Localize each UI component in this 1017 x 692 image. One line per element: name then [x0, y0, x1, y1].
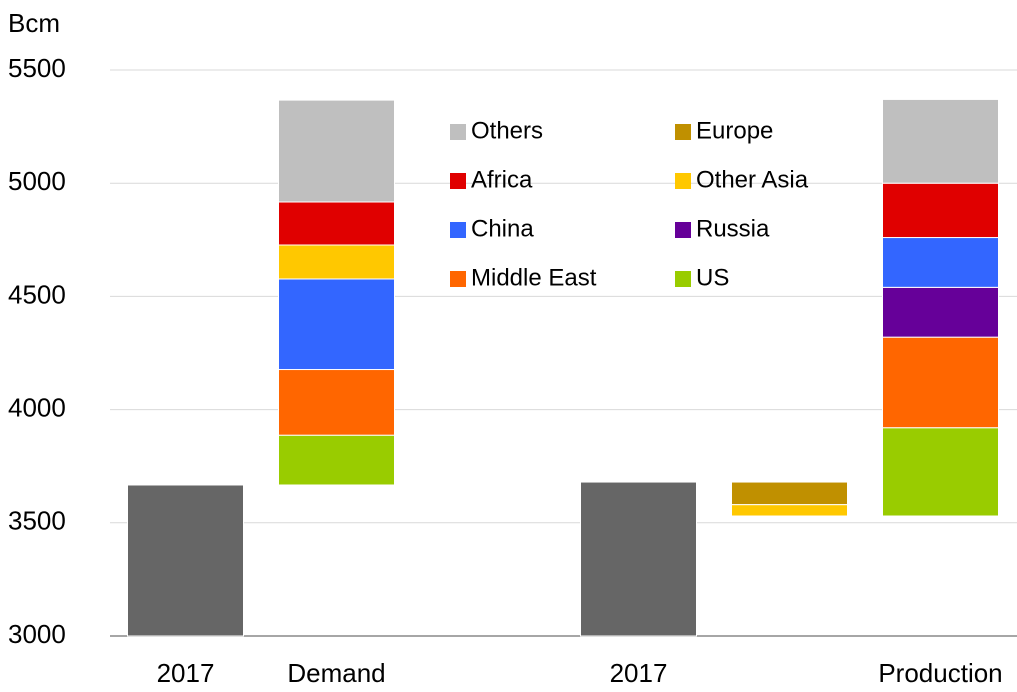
legend-swatch [675, 173, 691, 189]
y-tick-label: 4500 [8, 279, 66, 309]
legend-label: Russia [696, 215, 770, 242]
bar-segment [882, 98, 999, 184]
y-tick-label: 5000 [8, 166, 66, 196]
bar-segment [278, 99, 395, 203]
bar-segment [731, 481, 848, 506]
y-tick-label: 3500 [8, 506, 66, 536]
bar-segment [882, 336, 999, 429]
legend-label: Others [471, 117, 543, 144]
bar-segment [278, 434, 395, 486]
bar-segment [278, 278, 395, 371]
bar-segment [882, 427, 999, 517]
legend-label: Middle East [471, 264, 597, 291]
total-bar [127, 484, 244, 637]
bar-segment [278, 369, 395, 436]
bar-segment [731, 504, 848, 517]
x-tick-label: Production [878, 658, 1002, 688]
bar-segment [278, 201, 395, 246]
legend-swatch [675, 124, 691, 140]
legend-label: China [471, 215, 534, 242]
bar-segment [882, 237, 999, 288]
bar-segment [882, 182, 999, 239]
legend-swatch [450, 173, 466, 189]
legend-label: Africa [471, 166, 533, 193]
y-tick-label: 3000 [8, 619, 66, 649]
x-tick-label: 2017 [157, 658, 215, 688]
y-tick-label: 4000 [8, 392, 66, 422]
bar-segment [882, 286, 999, 338]
y-axis-label: Bcm [8, 8, 60, 38]
bar-segment [278, 244, 395, 280]
legend-swatch [675, 271, 691, 287]
legend-swatch [675, 222, 691, 238]
legend-label: US [696, 264, 729, 291]
legend-label: Europe [696, 117, 773, 144]
y-tick-label: 5500 [8, 53, 66, 83]
legend-swatch [450, 124, 466, 140]
legend-swatch [450, 271, 466, 287]
total-bar [580, 481, 697, 637]
legend-swatch [450, 222, 466, 238]
x-tick-label: Demand [287, 658, 385, 688]
x-tick-label: 2017 [610, 658, 668, 688]
legend-label: Other Asia [696, 166, 809, 193]
